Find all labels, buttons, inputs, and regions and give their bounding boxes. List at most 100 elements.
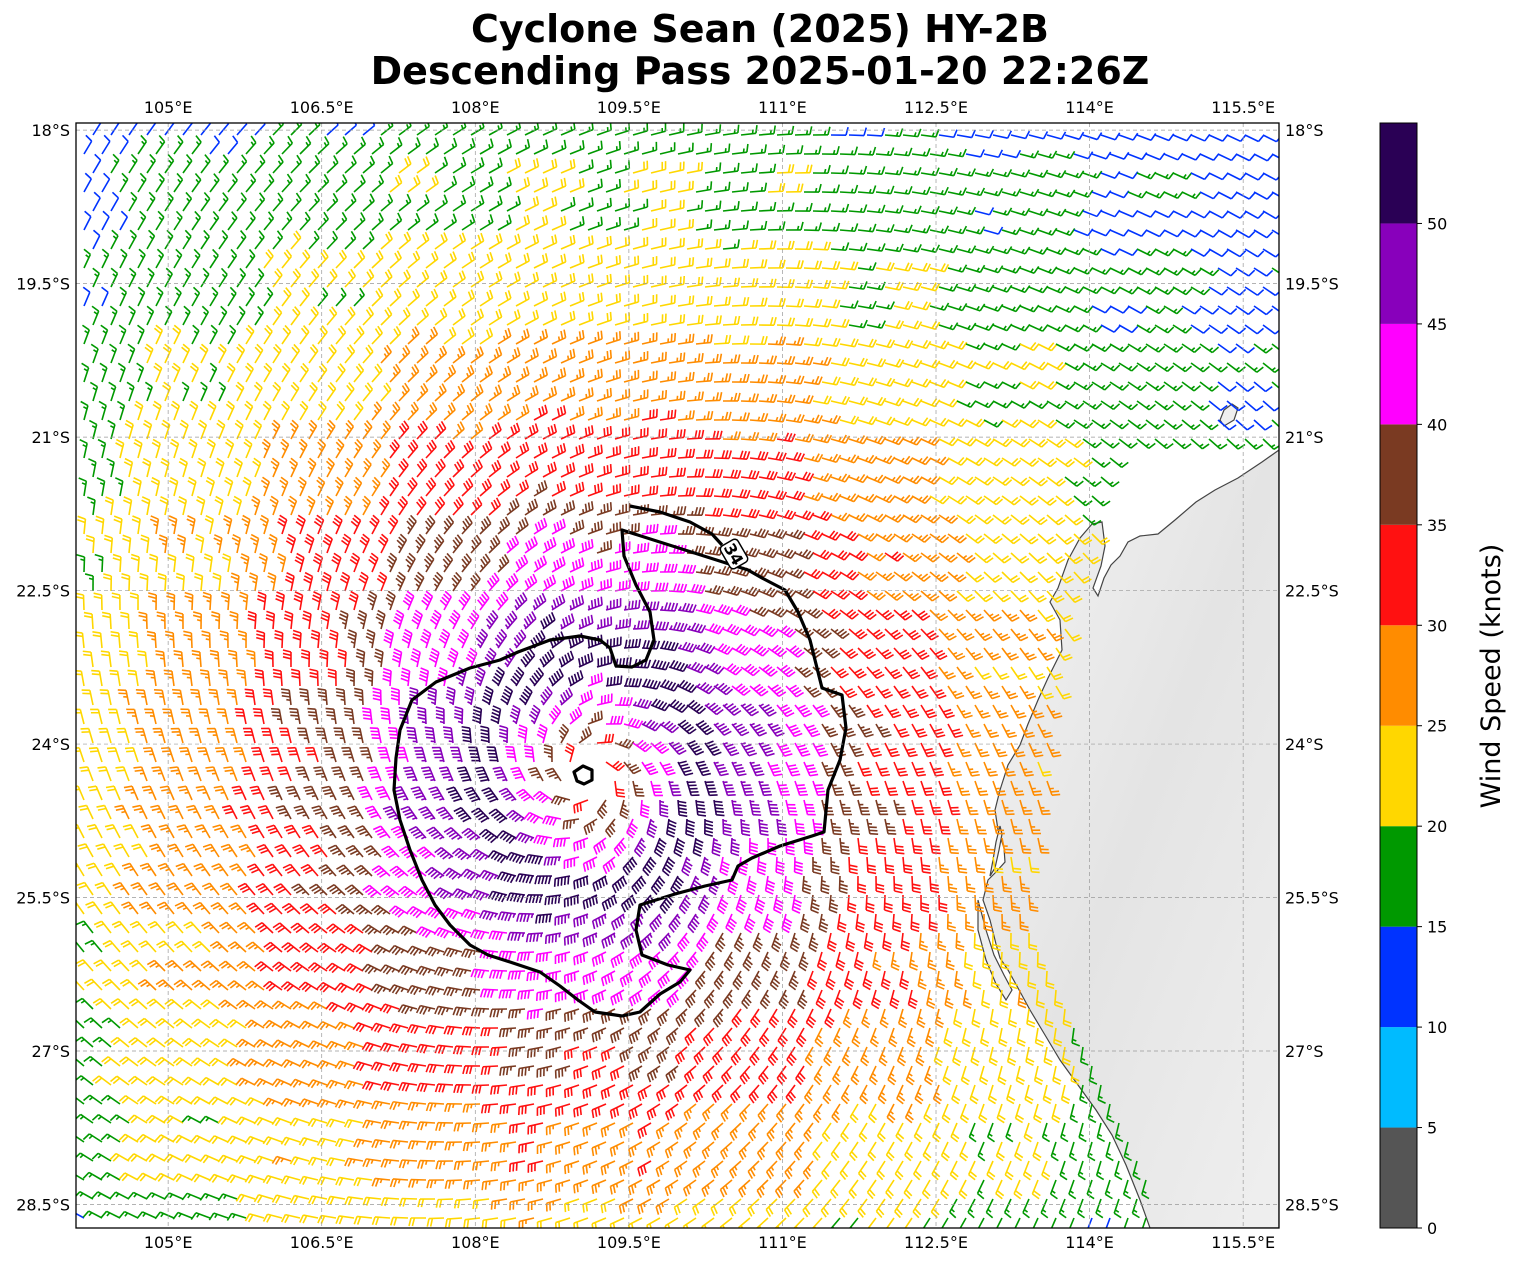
wind-barb xyxy=(200,154,211,174)
wind-barb xyxy=(407,137,421,155)
wind-barb xyxy=(308,154,321,174)
barb-half-feather xyxy=(323,142,328,147)
barb-staff xyxy=(1217,153,1232,162)
barb-feather xyxy=(609,349,612,359)
barb-feather xyxy=(232,135,239,143)
barb-feather xyxy=(581,216,585,225)
wind-barb xyxy=(110,153,120,174)
barb-half-feather xyxy=(442,162,446,167)
barb-half-feather xyxy=(469,143,473,149)
barb-feather xyxy=(588,236,591,245)
wind-barb xyxy=(587,140,603,155)
barb-feather xyxy=(1284,309,1290,314)
barb-feather xyxy=(881,127,886,137)
barb-staff xyxy=(929,153,945,158)
barb-feather xyxy=(1141,152,1148,160)
barb-feather xyxy=(661,390,664,399)
barb-feather xyxy=(296,154,303,163)
barb-staff xyxy=(362,162,375,174)
barb-feather xyxy=(618,331,622,340)
barb-staff xyxy=(155,141,166,155)
barb-staff xyxy=(632,130,648,136)
barb-feather xyxy=(195,135,202,143)
wind-barb xyxy=(254,123,266,136)
barb-feather xyxy=(917,128,922,137)
barb-half-feather xyxy=(1030,152,1034,158)
barb-staff xyxy=(1190,134,1206,142)
barb-feather xyxy=(701,238,704,247)
barb-feather xyxy=(514,159,519,168)
barb-feather xyxy=(489,138,494,147)
barb-half-feather xyxy=(159,178,163,183)
barb-feather xyxy=(591,123,594,130)
barb-feather xyxy=(354,123,358,126)
barb-staff xyxy=(731,266,748,269)
barb-half-feather xyxy=(751,129,754,134)
barb-feather xyxy=(661,428,664,438)
barb-staff xyxy=(749,228,766,231)
barb-feather xyxy=(609,197,612,207)
barb-feather xyxy=(587,388,591,397)
wind-barb xyxy=(1001,149,1022,159)
barb-staff xyxy=(1064,134,1080,141)
wind-barb xyxy=(398,155,412,174)
barb-feather xyxy=(1275,137,1279,143)
barb-staff xyxy=(209,179,220,193)
barb-feather xyxy=(1230,153,1238,161)
barb-staff xyxy=(722,170,738,174)
wind-barb xyxy=(1145,152,1166,161)
barb-staff xyxy=(650,168,666,174)
barb-half-feather xyxy=(730,396,733,402)
barb-staff xyxy=(1262,172,1277,181)
barb-feather xyxy=(149,153,156,162)
wind-barb xyxy=(1154,133,1175,142)
wind-barb xyxy=(1100,170,1121,179)
barb-half-feather xyxy=(278,123,282,128)
barb-half-feather xyxy=(497,125,500,130)
barb-feather xyxy=(618,293,622,302)
barb-feather xyxy=(158,134,166,143)
barb-staff xyxy=(389,144,403,155)
barb-half-feather xyxy=(570,202,573,207)
barb-staff xyxy=(974,134,990,139)
barb-feather xyxy=(600,254,603,263)
wind-barb xyxy=(902,128,922,138)
barb-feather xyxy=(336,123,339,126)
wind-barb xyxy=(416,156,430,174)
barb-feather xyxy=(773,163,777,173)
barb-feather xyxy=(854,146,859,155)
barb-feather xyxy=(618,179,622,188)
barb-feather xyxy=(1285,155,1290,161)
wind-barb xyxy=(1100,132,1121,141)
barb-feather xyxy=(434,137,440,146)
wind-barb xyxy=(686,161,704,174)
barb-feather xyxy=(609,235,612,245)
barb-staff xyxy=(407,144,421,155)
barb-staff xyxy=(911,153,927,157)
barb-half-feather xyxy=(1057,172,1061,177)
barb-feather xyxy=(518,123,522,129)
barb-half-feather xyxy=(332,161,337,166)
barb-feather xyxy=(600,292,603,301)
barb-feather xyxy=(970,168,976,177)
barb-feather xyxy=(526,139,531,148)
wind-barb xyxy=(119,134,129,155)
barb-feather xyxy=(715,277,719,286)
barb-feather xyxy=(231,173,238,181)
barb-feather xyxy=(692,295,695,304)
barb-feather xyxy=(587,312,591,321)
wind-barb xyxy=(830,165,850,175)
barb-feather xyxy=(600,368,603,377)
barb-feather xyxy=(782,144,786,154)
barb-staff xyxy=(776,171,793,174)
barb-staff xyxy=(1226,172,1241,181)
barb-staff xyxy=(830,210,847,213)
barb-staff xyxy=(605,148,621,155)
barb-half-feather xyxy=(748,397,752,402)
barb-feather xyxy=(1078,170,1085,179)
wind-barb xyxy=(479,138,494,155)
barb-staff xyxy=(272,123,284,136)
barb-staff xyxy=(848,172,865,175)
barb-staff xyxy=(578,128,594,136)
wind-barb xyxy=(1019,150,1040,159)
